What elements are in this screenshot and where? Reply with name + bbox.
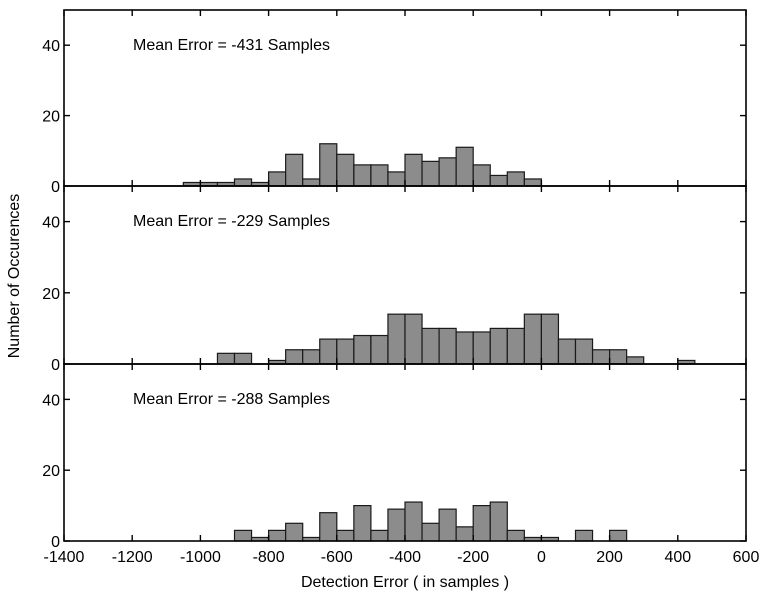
- bar: [472, 164, 491, 187]
- y-tick-label: 40: [42, 392, 60, 409]
- bar: [370, 529, 389, 542]
- bar: [268, 171, 287, 187]
- bar: [489, 174, 508, 187]
- mean-error-annotation: Mean Error = -288 Samples: [133, 391, 330, 408]
- bar: [574, 529, 594, 542]
- x-tick-label: 400: [664, 549, 691, 566]
- bar: [387, 508, 406, 542]
- bar: [404, 153, 423, 187]
- y-axis-label: Number of Occurences: [6, 194, 23, 359]
- bar: [336, 338, 355, 365]
- x-tick-label: -800: [253, 549, 285, 566]
- bar: [506, 327, 525, 365]
- bar: [353, 505, 372, 542]
- bar: [353, 334, 372, 365]
- bar: [319, 143, 338, 187]
- bar: [387, 313, 406, 365]
- x-tick-label: -1400: [44, 549, 85, 566]
- bar: [353, 164, 372, 187]
- bar: [302, 178, 321, 187]
- bar: [472, 505, 491, 542]
- bar: [455, 331, 474, 365]
- mean-error-annotation: Mean Error = -431 Samples: [133, 37, 330, 54]
- y-tick-label: 0: [51, 179, 60, 196]
- bar: [268, 529, 287, 542]
- bar: [216, 352, 236, 365]
- bar: [455, 526, 474, 542]
- bar: [404, 501, 423, 542]
- bar: [233, 178, 253, 187]
- x-tick-label: 0: [537, 549, 546, 566]
- bar: [626, 356, 645, 365]
- bar: [233, 352, 253, 365]
- bar: [591, 349, 611, 365]
- bar: [285, 349, 304, 365]
- x-tick-label: -1000: [180, 549, 221, 566]
- x-tick-label: -200: [457, 549, 489, 566]
- panels: 0 20 40 Mean Error = -431 Samples 0 20 40 Mean …: [42, 9, 760, 566]
- bar: [608, 349, 628, 365]
- bar: [421, 327, 440, 365]
- x-tick-label: 200: [596, 549, 623, 566]
- panel-2: 0 20 40 Mean Error = -229 Samples: [42, 185, 747, 374]
- bar: [421, 160, 440, 187]
- bar: [404, 313, 423, 365]
- bar: [285, 153, 304, 187]
- y-tick-label: 0: [51, 357, 60, 374]
- bar: [523, 178, 542, 187]
- panel-1: 0 20 40 Mean Error = -431 Samples: [42, 9, 747, 196]
- mean-error-annotation: Mean Error = -229 Samples: [133, 213, 330, 230]
- bar: [472, 331, 491, 365]
- bar: [438, 508, 457, 542]
- panel-3: 0 20 40 -1400 -1200 -1000 -800 -600 -400 -200 0 200…: [42, 363, 760, 566]
- y-tick-label: 0: [51, 534, 60, 551]
- bar: [489, 501, 508, 542]
- bar: [523, 313, 542, 365]
- bar: [455, 146, 474, 187]
- bar: [336, 153, 355, 187]
- x-axis-label: Detection Error ( in samples ): [301, 574, 509, 591]
- bar: [608, 529, 628, 542]
- bar: [438, 327, 457, 365]
- bar: [319, 338, 338, 365]
- bar: [387, 171, 406, 187]
- bar: [302, 349, 321, 365]
- x-tick-label: -1200: [112, 549, 153, 566]
- x-tick-label: -600: [321, 549, 353, 566]
- y-tick-label: 20: [42, 286, 60, 303]
- bar: [370, 334, 389, 365]
- bar: [285, 522, 304, 542]
- y-tick-label: 40: [42, 215, 60, 232]
- bar: [489, 327, 508, 365]
- x-tick-label: -400: [389, 549, 421, 566]
- bar: [540, 313, 560, 365]
- bar: [421, 522, 440, 542]
- bar: [506, 529, 525, 542]
- bar: [370, 164, 389, 187]
- bar: [438, 157, 457, 187]
- bar: [319, 512, 338, 542]
- bar: [336, 529, 355, 542]
- y-tick-label: 40: [42, 38, 60, 55]
- y-tick-label: 20: [42, 109, 60, 126]
- bar: [233, 529, 253, 542]
- bar: [574, 338, 594, 365]
- y-tick-label: 20: [42, 463, 60, 480]
- bar: [557, 338, 577, 365]
- x-tick-label: 600: [733, 549, 760, 566]
- bar: [506, 171, 525, 187]
